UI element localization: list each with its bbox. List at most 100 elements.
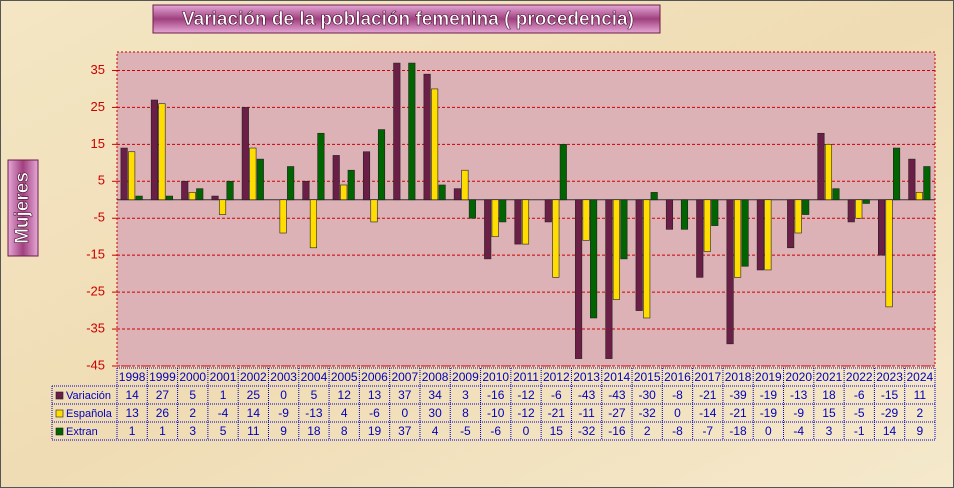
table-value: 34 [428, 388, 442, 402]
table-value: 2 [189, 406, 196, 420]
table-value: -16 [608, 424, 626, 438]
bar [582, 199, 590, 241]
table-value: 14 [125, 388, 139, 402]
table-value: -14 [699, 406, 717, 420]
bar [461, 169, 469, 201]
table-value: 0 [765, 424, 772, 438]
x-tick-label: 2014 [604, 370, 631, 384]
table-value: 19 [368, 424, 382, 438]
bar [787, 199, 795, 249]
bar [764, 199, 772, 271]
bar [711, 199, 719, 226]
chart-title: Variación de la población femenina ( pro… [182, 9, 634, 30]
bar [188, 192, 196, 201]
table-value: 26 [156, 406, 170, 420]
bar [878, 199, 886, 256]
x-tick-label: 2001 [210, 370, 237, 384]
table-value: -32 [639, 406, 657, 420]
table-value: 30 [428, 406, 442, 420]
bar [915, 192, 923, 201]
x-tick-label: 2011 [513, 370, 539, 384]
bar [332, 155, 340, 201]
table-value: 4 [432, 424, 439, 438]
table-value: -5 [854, 406, 865, 420]
bar [923, 166, 931, 201]
x-tick-label: 2013 [573, 370, 600, 384]
table-value: -15 [881, 388, 899, 402]
bar [575, 199, 583, 359]
table-value: -43 [578, 388, 596, 402]
table-value: 14 [883, 424, 897, 438]
table-value: -8 [672, 388, 683, 402]
y-tick-label: -5 [93, 210, 105, 225]
bar [885, 199, 893, 308]
bar [514, 199, 522, 245]
x-tick-label: 2018 [725, 370, 752, 384]
table-value: 25 [247, 388, 261, 402]
bar [393, 62, 401, 201]
table-value: -13 [790, 388, 808, 402]
x-tick-label: 1999 [149, 370, 176, 384]
bar [431, 88, 439, 201]
bar [855, 199, 863, 219]
table-value: 5 [220, 424, 227, 438]
x-tick-label: 2003 [270, 370, 297, 384]
table-value: -29 [881, 406, 899, 420]
bar [521, 199, 530, 245]
bar [241, 107, 249, 201]
bar [302, 180, 310, 201]
table-value: 14 [247, 406, 261, 420]
bar [340, 184, 348, 201]
x-tick-label: 2017 [694, 370, 721, 384]
table-value: 8 [341, 424, 348, 438]
table-value: 3 [189, 424, 196, 438]
table-value: -19 [760, 388, 778, 402]
table-value: -4 [793, 424, 804, 438]
table-value: -21 [548, 406, 566, 420]
bar [256, 158, 264, 201]
bar [309, 199, 317, 249]
bar [226, 180, 234, 201]
bar [802, 199, 810, 215]
x-tick-label: 2016 [664, 370, 691, 384]
table-value: 13 [368, 388, 382, 402]
x-tick-label: 2000 [179, 370, 206, 384]
table-value: -21 [729, 406, 747, 420]
table-value: -12 [517, 406, 535, 420]
bar [347, 169, 355, 201]
table-value: -30 [639, 388, 657, 402]
legend-key [55, 427, 64, 436]
bar [824, 144, 833, 201]
bar [165, 195, 173, 201]
table-value: 13 [125, 406, 139, 420]
bar [158, 103, 166, 201]
bar [279, 199, 287, 234]
bar [128, 151, 136, 201]
table-value: 8 [462, 406, 469, 420]
x-tick-label: 2019 [755, 370, 782, 384]
bar [438, 184, 446, 201]
table-value: 1 [220, 388, 227, 402]
bar [218, 199, 227, 215]
table-value: -18 [729, 424, 747, 438]
table-value: -6 [369, 406, 380, 420]
legend-key [55, 409, 64, 418]
legend-label: Extran [66, 426, 98, 438]
x-tick-label: 2006 [361, 370, 388, 384]
x-tick-label: 2002 [240, 370, 267, 384]
bar [643, 199, 651, 319]
table-value: 2 [644, 424, 651, 438]
table-value: -27 [608, 406, 626, 420]
x-tick-label: 2004 [301, 370, 328, 384]
bar [370, 199, 378, 223]
table-value: 1 [159, 424, 166, 438]
table-value: 5 [189, 388, 196, 402]
legend-label: Española [66, 408, 113, 420]
bar [703, 199, 711, 252]
table-value: -9 [793, 406, 804, 420]
table-value: 2 [917, 406, 924, 420]
table-value: -12 [517, 388, 535, 402]
x-tick-label: 2010 [482, 370, 509, 384]
